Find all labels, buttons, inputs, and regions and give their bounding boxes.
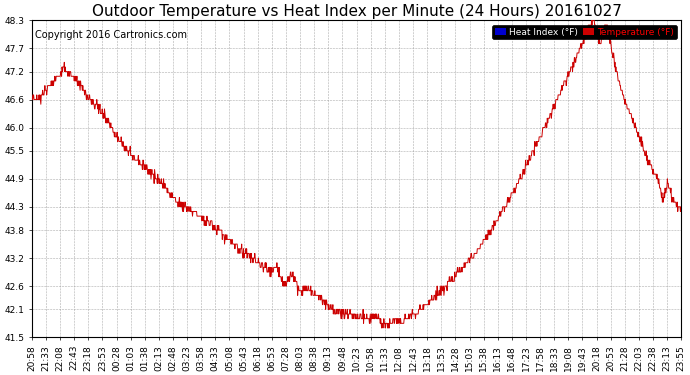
Text: Copyright 2016 Cartronics.com: Copyright 2016 Cartronics.com: [35, 30, 187, 40]
Legend: Heat Index (°F), Temperature (°F): Heat Index (°F), Temperature (°F): [492, 25, 677, 39]
Title: Outdoor Temperature vs Heat Index per Minute (24 Hours) 20161027: Outdoor Temperature vs Heat Index per Mi…: [92, 4, 622, 19]
